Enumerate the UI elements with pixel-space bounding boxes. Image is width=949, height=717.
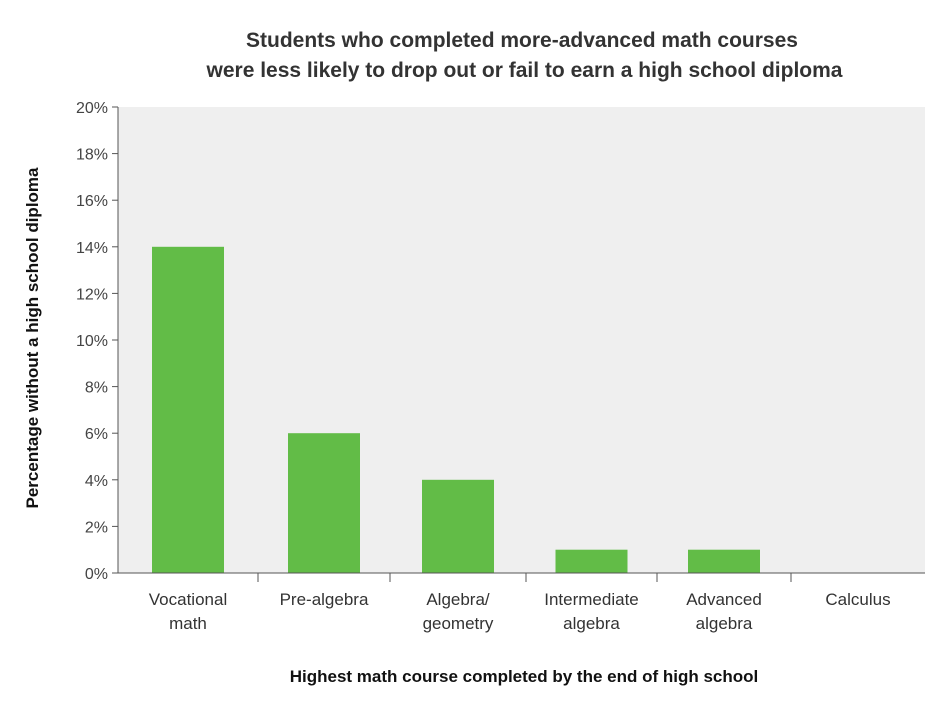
x-axis-title: Highest math course completed by the end… [290,667,759,686]
bar [288,433,360,573]
bar [688,549,760,573]
x-category-label: Algebra/ [426,590,490,609]
x-category-label: Intermediate [544,590,639,609]
y-tick-label: 6% [85,426,108,443]
x-category-label: Advanced [686,590,762,609]
y-tick-label: 18% [76,147,108,164]
x-category-label: Vocational [149,590,227,609]
bar [555,549,628,573]
bar [152,246,224,574]
y-tick-label: 12% [76,286,108,303]
x-category-label: algebra [696,614,753,633]
y-tick-label: 4% [85,473,108,490]
chart-title-line-2: were less likely to drop out or fail to … [206,59,843,82]
y-tick-label: 2% [85,519,108,536]
x-category-label: algebra [563,614,620,633]
x-category-label: math [169,614,207,633]
y-tick-label: 16% [76,193,108,210]
chart-title: Students who completed more-advanced mat… [0,26,949,86]
plot-area [118,107,925,573]
y-tick-label: 10% [76,333,108,350]
x-category-label: Pre-algebra [280,590,369,609]
y-tick-label: 0% [85,566,108,583]
y-axis-title: Percentage without a high school diploma [23,167,42,509]
x-category-label: geometry [423,614,494,633]
chart-title-line-1: Students who completed more-advanced mat… [246,29,798,52]
x-category-label: Calculus [825,590,890,609]
y-tick-label: 14% [76,240,108,257]
y-tick-label: 20% [76,100,108,117]
y-tick-label: 8% [85,380,108,397]
bar [422,479,494,573]
